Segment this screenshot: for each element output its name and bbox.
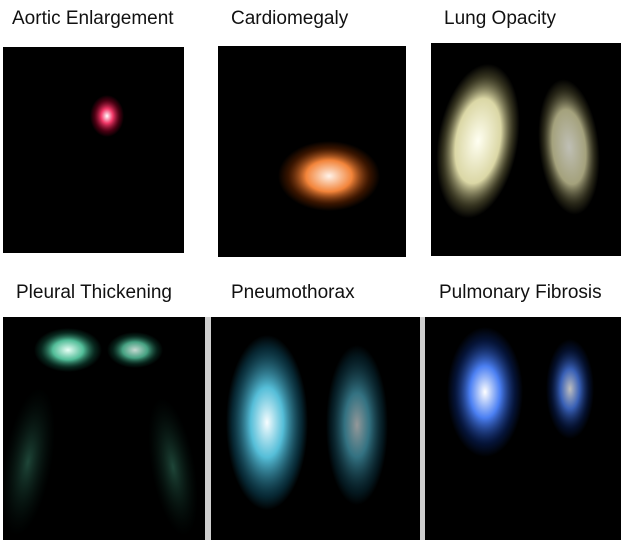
heatmap-hotspot-right xyxy=(107,332,163,368)
heatmap-hotspot-left xyxy=(447,327,523,457)
heatmap-panel-lung-opacity xyxy=(431,43,621,256)
heatmap-hotspot-right xyxy=(546,339,594,439)
panel-title-lung-opacity: Lung Opacity xyxy=(444,8,556,29)
heatmap-panel-pleural-thickening xyxy=(3,317,205,540)
heatmap-aortic-enlargement xyxy=(90,95,124,137)
heatmap-panel-cardiomegaly xyxy=(218,46,406,257)
panel-title-pneumothorax: Pneumothorax xyxy=(231,282,355,303)
heatmap-panel-pulmonary-fibrosis xyxy=(425,317,621,540)
heatmap-pleural-thickening xyxy=(3,328,198,537)
panel-divider xyxy=(205,317,211,540)
heatmap-panel-aortic-enlargement xyxy=(3,47,184,253)
heatmap-cardiomegaly xyxy=(278,141,380,211)
heatmap-hotspot-right xyxy=(538,79,600,215)
heatmap-faint-right xyxy=(148,397,198,537)
panel-title-aortic-enlargement: Aortic Enlargement xyxy=(12,8,174,29)
heatmap-pneumothorax xyxy=(226,335,388,510)
heatmap-hotspot xyxy=(278,141,380,211)
heatmap-hotspot-left xyxy=(226,335,308,510)
panel-title-cardiomegaly: Cardiomegaly xyxy=(231,8,349,29)
heatmap-lung-opacity xyxy=(436,63,600,219)
heatmap-hotspot-right xyxy=(326,345,388,505)
heatmap-panel-pneumothorax xyxy=(211,317,420,540)
panel-title-pulmonary-fibrosis: Pulmonary Fibrosis xyxy=(439,282,602,303)
heatmap-hotspot-left xyxy=(34,328,102,372)
panel-title-pleural-thickening: Pleural Thickening xyxy=(16,282,172,303)
panel-divider xyxy=(420,317,425,540)
heatmap-hotspot xyxy=(90,95,124,137)
heatmap-faint-left xyxy=(3,388,55,536)
heatmap-pulmonary-fibrosis xyxy=(447,327,594,457)
heatmap-hotspot-left xyxy=(436,63,520,219)
